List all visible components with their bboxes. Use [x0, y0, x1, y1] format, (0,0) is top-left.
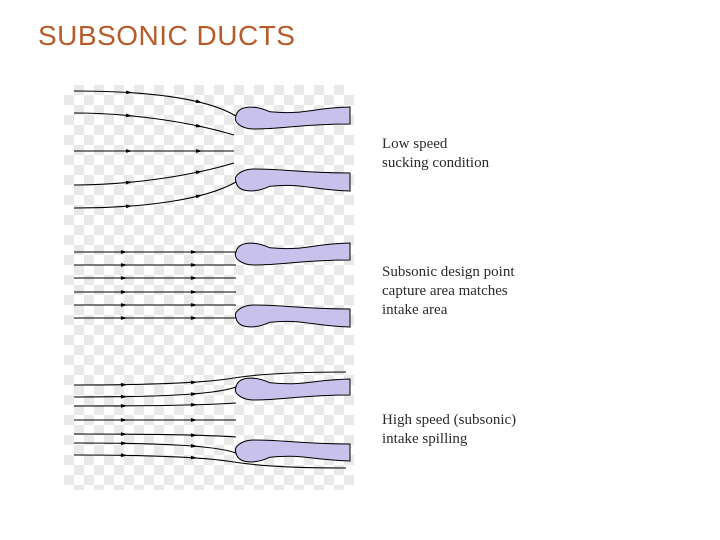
page: SUBSONIC DUCTS Low speed sucking con — [0, 0, 720, 540]
flow-arrow-icon — [191, 303, 198, 307]
flow-arrow-icon — [191, 276, 198, 280]
nacelle-lower — [235, 305, 350, 327]
flow-arrow-icon — [121, 383, 128, 387]
flow-arrow-icon — [196, 171, 203, 175]
flow-arrow-icon — [196, 124, 203, 128]
flow-arrow-icon — [191, 290, 198, 294]
flow-arrow-icon — [191, 433, 198, 437]
flow-arrow-icon — [196, 99, 203, 103]
flow-arrow-icon — [121, 303, 128, 307]
flow-arrow-icon — [126, 149, 133, 153]
panel-label-design-point: Subsonic design point capture area match… — [382, 263, 515, 319]
streamline — [74, 443, 236, 453]
flow-arrow-icon — [191, 316, 198, 320]
flow-arrow-icon — [121, 441, 128, 445]
streamline — [74, 403, 236, 406]
flow-arrow-icon — [121, 316, 128, 320]
flow-arrow-icon — [121, 290, 128, 294]
flow-arrow-icon — [121, 432, 128, 436]
panel-low-speed — [74, 90, 350, 208]
nacelle-upper — [235, 378, 350, 400]
nacelle-lower — [235, 169, 350, 191]
panel-high-speed — [74, 372, 350, 468]
flow-arrow-icon — [191, 250, 198, 254]
flow-arrow-icon — [191, 403, 198, 407]
flow-arrow-icon — [121, 453, 128, 457]
flow-arrow-icon — [121, 418, 128, 422]
streamline — [74, 387, 236, 397]
streamline — [74, 91, 236, 116]
streamline — [74, 163, 234, 185]
panel-design-point — [74, 243, 350, 327]
flow-arrow-icon — [121, 395, 128, 399]
panel-label-high-speed: High speed (subsonic) intake spilling — [382, 411, 516, 449]
panel-label-low-speed: Low speed sucking condition — [382, 135, 489, 173]
flow-arrow-icon — [121, 404, 128, 408]
streamline — [74, 113, 234, 135]
flow-arrow-icon — [191, 392, 198, 396]
nacelle-upper — [235, 107, 350, 129]
nacelle-lower — [235, 440, 350, 462]
streamline — [74, 434, 236, 437]
flow-arrow-icon — [121, 263, 128, 267]
flow-arrow-icon — [121, 276, 128, 280]
flow-arrow-icon — [196, 149, 203, 153]
page-title: SUBSONIC DUCTS — [38, 20, 295, 52]
nacelle-upper — [235, 243, 350, 265]
flow-arrow-icon — [191, 263, 198, 267]
figure-area: Low speed sucking condition Subsonic desi… — [64, 85, 534, 505]
streamline — [74, 182, 236, 208]
flow-arrow-icon — [191, 444, 198, 448]
flow-arrow-icon — [191, 418, 198, 422]
flow-arrow-icon — [121, 250, 128, 254]
flow-arrow-icon — [196, 195, 203, 199]
